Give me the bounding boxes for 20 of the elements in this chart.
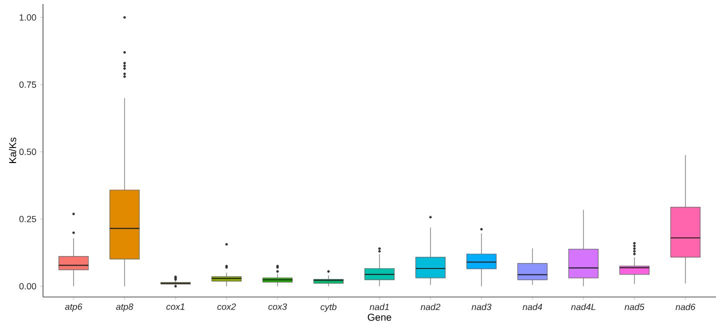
x-tick-label: nad6 — [676, 304, 696, 310]
x-tick-label: nad4L — [571, 304, 596, 310]
x-tick-label: nad3 — [472, 304, 492, 310]
x-tick-label: nad5 — [624, 304, 644, 310]
x-tick-label: cox1 — [166, 304, 184, 310]
x-tick-label: cox2 — [217, 304, 236, 310]
y-tick-label: 0.00 — [19, 283, 36, 290]
x-tick-label: nad4 — [522, 304, 542, 310]
x-tick-label: atp6 — [65, 304, 82, 312]
x-tick-label: cox3 — [268, 304, 287, 310]
y-tick-label: 0.50 — [19, 148, 36, 156]
y-tick-label: 1.00 — [20, 14, 36, 21]
x-tick-label: nad1 — [370, 304, 389, 310]
x-axis-title: Gene — [368, 314, 392, 321]
y-tick-label: 0.25 — [19, 216, 36, 222]
y-axis-title: Ka/Ks — [8, 138, 16, 163]
y-tick-label: 0.75 — [19, 81, 36, 88]
x-tick-label: atp8 — [116, 304, 134, 312]
x-tick-label: nad2 — [420, 304, 440, 310]
x-tick-label: cytb — [320, 304, 336, 312]
